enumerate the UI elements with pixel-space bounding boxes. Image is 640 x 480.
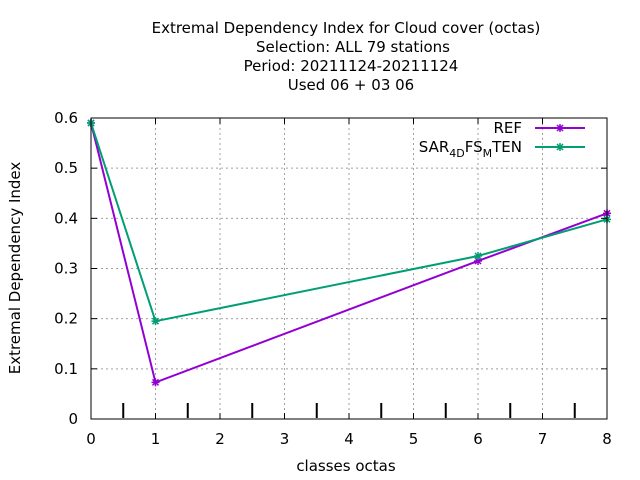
x-tick-label: 5 bbox=[409, 430, 419, 448]
title-line-2: Selection: ALL 79 stations bbox=[256, 38, 450, 56]
tick-labels: 0 1 2 3 4 5 6 7 8 0 0.1 0.2 0.3 0.4 0.5 0.6 bbox=[54, 109, 612, 448]
x-tick-label: 4 bbox=[344, 430, 354, 448]
x-axis-label: classes octas bbox=[296, 457, 396, 475]
x-tick-label: 1 bbox=[151, 430, 161, 448]
x-tick-label: 7 bbox=[538, 430, 548, 448]
y-tick-label: 0.1 bbox=[54, 360, 78, 378]
legend-label-ref: REF bbox=[493, 119, 522, 137]
y-tick-label: 0 bbox=[68, 410, 78, 428]
title-line-3: Period: 20211124-20211124 bbox=[244, 57, 459, 75]
axis-ticks bbox=[90, 117, 608, 420]
data-point bbox=[556, 124, 564, 132]
x-tick-label: 8 bbox=[602, 430, 612, 448]
x-tick-label: 6 bbox=[473, 430, 483, 448]
x-tick-label: 0 bbox=[86, 430, 96, 448]
legend: REF SAR4DFSMTEN bbox=[419, 119, 585, 160]
x-tick-label: 2 bbox=[215, 430, 225, 448]
legend-sample-1 bbox=[535, 143, 585, 151]
chart-title: Extremal Dependency Index for Cloud cove… bbox=[152, 19, 541, 94]
y-tick-label: 0.6 bbox=[54, 109, 78, 127]
legend-sample-0 bbox=[535, 124, 585, 132]
data-point bbox=[474, 251, 482, 260]
legend-label-sar: SAR4DFSMTEN bbox=[419, 138, 522, 160]
y-tick-label: 0.2 bbox=[54, 310, 78, 328]
title-line-1: Extremal Dependency Index for Cloud cove… bbox=[152, 19, 541, 37]
y-tick-label: 0.3 bbox=[54, 260, 78, 278]
series-line bbox=[90, 122, 608, 323]
grid bbox=[91, 118, 607, 419]
data-point bbox=[556, 143, 564, 151]
threshold-marks bbox=[122, 403, 576, 418]
y-tick-label: 0.4 bbox=[54, 209, 78, 227]
y-tick-label: 0.5 bbox=[54, 159, 78, 177]
data-point bbox=[151, 317, 160, 326]
title-line-4: Used 06 + 03 06 bbox=[288, 76, 414, 94]
data-point bbox=[151, 378, 160, 387]
y-axis-label: Extremal Dependency Index bbox=[6, 162, 24, 375]
x-tick-label: 3 bbox=[280, 430, 290, 448]
